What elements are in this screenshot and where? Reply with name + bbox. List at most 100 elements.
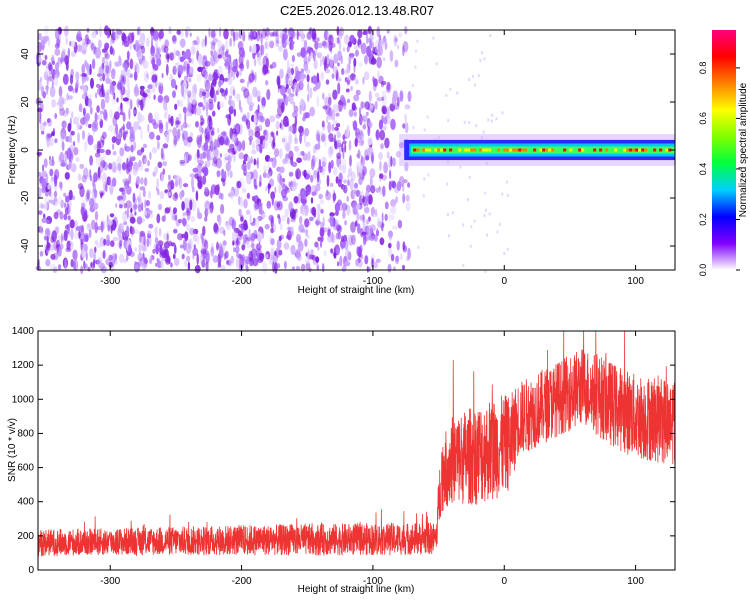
noise-speck (252, 169, 258, 182)
noise-speck (178, 177, 183, 190)
noise-speck (65, 136, 70, 142)
noise-speck (219, 245, 224, 258)
noise-speck (306, 151, 311, 162)
noise-speck (276, 202, 281, 208)
noise-speck (342, 47, 346, 52)
noise-speck (264, 254, 269, 259)
noise-speck (330, 42, 333, 54)
noise-speck (255, 216, 260, 228)
noise-speck (246, 119, 251, 130)
noise-speck (159, 191, 165, 200)
noise-speck (221, 44, 225, 52)
noise-speck (45, 219, 50, 224)
noise-speck (197, 66, 203, 73)
noise-speck (359, 132, 365, 140)
noise-speck (320, 222, 325, 231)
noise-speck (257, 95, 261, 103)
noise-speck (264, 41, 268, 50)
noise-speck (301, 228, 306, 233)
noise-speck (271, 193, 274, 206)
noise-speck (393, 183, 400, 194)
noise-speck (120, 91, 124, 102)
noise-speck (93, 259, 96, 269)
noise-speck (142, 154, 147, 165)
noise-speck (310, 249, 314, 255)
spectrogram-y-label: Frequency (Hz) (7, 116, 18, 185)
noise-speck (149, 234, 152, 246)
noise-speck (137, 122, 140, 127)
noise-speck (97, 166, 101, 179)
noise-speck (62, 73, 69, 85)
noise-speck (289, 63, 295, 68)
noise-speck (404, 113, 407, 124)
noise-speck (335, 112, 340, 117)
noise-speck (183, 197, 190, 210)
noise-speck (238, 223, 244, 229)
noise-speck (367, 137, 373, 146)
noise-speck (282, 183, 287, 191)
noise-speck (100, 98, 106, 110)
noise-speck (163, 112, 168, 119)
noise-speck (351, 102, 356, 111)
noise-speck (191, 57, 194, 65)
noise-speck (122, 178, 125, 184)
carrier-peak (626, 148, 630, 152)
noise-speck (99, 77, 103, 82)
noise-speck (184, 87, 188, 95)
noise-speck (189, 227, 195, 236)
noise-speck (158, 83, 164, 95)
snr-series-line (37, 330, 676, 557)
noise-speck (189, 173, 196, 178)
noise-speck (43, 235, 48, 240)
noise-speck (316, 37, 320, 42)
noise-speck (111, 258, 115, 263)
noise-speck (189, 32, 192, 37)
noise-speck (232, 240, 235, 246)
noise-speck (38, 210, 43, 215)
noise-speck (167, 114, 171, 125)
noise-speck (307, 248, 310, 261)
noise-speck (330, 234, 336, 244)
noise-speck (271, 61, 277, 69)
noise-speck (336, 37, 340, 44)
carrier-peak (425, 148, 429, 152)
noise-speck (343, 34, 350, 45)
noise-speck (124, 210, 128, 215)
noise-speck (191, 176, 194, 189)
noise-speck (68, 134, 73, 144)
noise-speck (111, 161, 117, 173)
noise-speck (65, 107, 69, 115)
carrier-peak (593, 148, 597, 152)
noise-speck (432, 36, 435, 40)
noise-speck (91, 261, 94, 271)
noise-speck (112, 236, 119, 242)
carrier-peak (479, 148, 483, 152)
noise-speck (285, 94, 288, 107)
noise-speck (54, 138, 58, 144)
noise-speck (65, 247, 72, 253)
noise-speck (327, 146, 333, 158)
noise-speck (130, 144, 134, 153)
noise-speck (272, 261, 275, 273)
noise-speck (241, 254, 245, 262)
noise-speck (287, 189, 291, 194)
noise-speck (148, 255, 153, 264)
noise-speck (158, 227, 162, 237)
noise-speck (282, 196, 289, 202)
noise-speck (119, 204, 123, 209)
noise-speck (197, 54, 203, 65)
noise-speck (268, 214, 274, 222)
spectrogram-y-tick-label: 0 (20, 147, 31, 153)
noise-speck (102, 250, 106, 259)
noise-speck (435, 62, 438, 66)
noise-speck (127, 50, 130, 61)
noise-speck (161, 215, 166, 222)
noise-speck (376, 217, 381, 229)
noise-speck (371, 154, 374, 165)
noise-speck (367, 148, 371, 157)
noise-speck (339, 255, 343, 267)
noise-speck (213, 139, 218, 150)
noise-speck (356, 203, 361, 211)
noise-speck (264, 118, 271, 128)
noise-speck (74, 87, 78, 94)
